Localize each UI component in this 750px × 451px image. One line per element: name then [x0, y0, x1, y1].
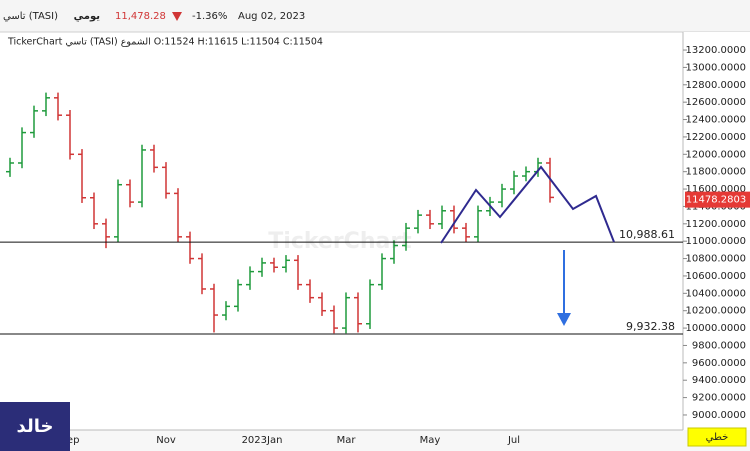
x-tick-label: Nov — [156, 435, 176, 446]
x-tick-label: Mar — [337, 435, 357, 446]
last-price-label: 11478.2803 — [686, 195, 746, 206]
y-tick-label: 13200.0000 — [686, 45, 746, 56]
y-tick-label: 9600.0000 — [692, 358, 746, 369]
last-price-badge — [685, 191, 750, 208]
y-axis-area — [683, 32, 750, 430]
info-line: TickerChart تاسي (TASI) الشموع O:11524 H… — [7, 37, 323, 48]
y-tick-label: 12400.0000 — [686, 115, 746, 126]
y-tick-label: 10600.0000 — [686, 271, 746, 282]
top-bar — [0, 0, 750, 32]
watermark: TickerChart — [268, 229, 412, 254]
pattern-drawing — [440, 165, 615, 244]
symbol: تاسي (TASI) — [3, 11, 58, 22]
interval: يومي — [74, 11, 101, 22]
y-tick-label: 9000.0000 — [692, 410, 746, 421]
level-label: 9,932.38 — [626, 320, 675, 333]
y-tick-label: 10000.0000 — [686, 323, 746, 334]
y-tick-label: 11200.0000 — [686, 219, 746, 230]
x-tick-label: May — [420, 435, 441, 446]
overlay: 9000.0000 9200.0000 9400.0000 9600.0000 9800… — [61, 45, 750, 446]
y-tick-label: 9200.0000 — [692, 393, 746, 404]
logo-box — [0, 402, 70, 451]
logo: خالد — [17, 416, 54, 437]
y-tick-label: 12600.0000 — [686, 97, 746, 108]
line-button[interactable] — [687, 427, 747, 447]
y-tick-label: 9800.0000 — [692, 340, 746, 351]
x-axis-area — [0, 430, 750, 451]
y-tick-label: 11800.0000 — [686, 167, 746, 178]
y-tick-label: 11000.0000 — [686, 236, 746, 247]
last-price: 11,478.28 — [115, 11, 166, 22]
y-tick-label: 10800.0000 — [686, 254, 746, 265]
date: Aug 02, 2023 — [238, 11, 305, 22]
arrow-head — [557, 313, 571, 326]
y-tick-label: 13000.0000 — [686, 62, 746, 73]
y-tick-label: 9400.0000 — [692, 375, 746, 386]
y-tick-label: 11600.0000 — [686, 184, 746, 195]
y-tick-label: 12200.0000 — [686, 132, 746, 143]
down-triangle — [172, 12, 182, 21]
line-button-label[interactable]: خطي — [706, 432, 729, 443]
x-tick-label: 2023Jan — [242, 435, 283, 446]
level-label: 10,988.61 — [619, 228, 675, 241]
y-tick-label: 12800.0000 — [686, 80, 746, 91]
x-tick-label: Jul — [507, 435, 520, 446]
change: -1.36% — [192, 11, 227, 22]
marks: 10,988.61 9,932.38 — [0, 92, 683, 335]
y-tick-label: 10400.0000 — [686, 288, 746, 299]
y-tick-label: 10200.0000 — [686, 306, 746, 317]
y-tick-label: 12000.0000 — [686, 149, 746, 160]
